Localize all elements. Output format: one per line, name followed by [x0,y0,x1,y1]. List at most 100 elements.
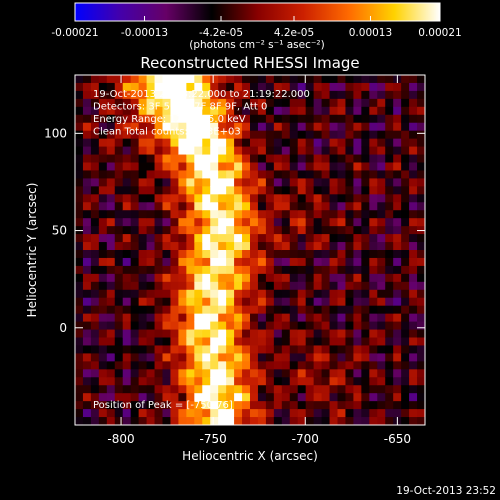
heatmap-cell [75,313,84,323]
heatmap-cell [257,218,267,227]
heatmap-cell [122,154,132,164]
heatmap-cell [202,337,211,347]
heatmap-cell [409,210,418,219]
heatmap-cell [234,226,243,235]
heatmap-cell [297,369,307,378]
heatmap-cell [257,401,267,410]
heatmap-cell [401,385,410,394]
heatmap-cell [194,369,203,378]
heatmap-cell [369,154,378,164]
heatmap-cell [202,265,211,275]
heatmap-cell [345,329,354,339]
heatmap-cell [106,401,116,410]
heatmap-cell [409,154,418,164]
heatmap-cell [257,122,267,132]
heatmap-cell [369,345,378,354]
heatmap-cell [138,297,148,307]
heatmap-cell [281,202,291,211]
heatmap-cell [313,234,323,243]
heatmap-cell [75,114,84,124]
heatmap-cell [186,329,195,339]
heatmap-cell [377,377,386,386]
heatmap-cell [186,218,195,227]
heatmap-cell [234,234,243,243]
heatmap-cell [178,257,187,267]
heatmap-cell [337,353,347,362]
heatmap-cell [154,194,164,203]
heatmap-cell [321,98,331,108]
annotation-line: 19-Oct-2013 21:13:22.000 to 21:19:22.000 [93,89,310,100]
heatmap-cell [178,345,187,354]
heatmap-cell [218,154,227,164]
heatmap-cell [250,162,259,172]
heatmap-cell [130,385,140,394]
heatmap-cell [218,170,227,179]
heatmap-cell [146,106,156,116]
heatmap-cell [210,106,219,116]
heatmap-cell [369,281,378,291]
heatmap-cell [106,90,116,100]
heatmap-cell [130,226,140,235]
heatmap-cell [297,281,307,291]
heatmap-cell [210,369,219,378]
heatmap-cell [281,226,291,235]
heatmap-cell [138,75,148,84]
heatmap-cell [385,337,394,347]
heatmap-cell [353,401,362,410]
heatmap-cell [321,146,331,156]
heatmap-cell [138,337,148,347]
heatmap-cell [82,98,92,108]
heatmap-cell [401,273,410,283]
annotation-line: Detectors: 3F 5F 6F 7F 8F 9F, Att 0 [93,102,267,113]
heatmap-cell [377,130,386,140]
heatmap-cell [273,321,283,331]
heatmap-cell [75,122,84,132]
heatmap-cell [361,226,370,235]
heatmap-cell [186,345,195,354]
heatmap-cell [130,250,140,259]
heatmap-cell [337,409,347,418]
heatmap-cell [353,353,362,362]
heatmap-cell [361,90,370,100]
heatmap-cell [337,90,347,100]
heatmap-cell [281,234,291,243]
heatmap-cell [281,138,291,148]
heatmap-cell [265,194,275,203]
heatmap-cell [122,114,132,124]
heatmap-cell [377,210,386,219]
heatmap-cell [385,401,394,410]
heatmap-cell [82,242,92,251]
heatmap-cell [130,186,140,195]
heatmap-cell [273,186,283,195]
heatmap-cell [234,281,243,291]
heatmap-cell [202,138,211,148]
heatmap-cell [409,146,418,156]
heatmap-cell [186,210,195,219]
heatmap-cell [162,194,172,203]
heatmap-cell [218,122,227,132]
heatmap-cell [401,122,410,132]
heatmap-cell [297,273,307,283]
heatmap-cell [194,138,203,148]
heatmap-cell [361,146,370,156]
heatmap-cell [361,297,370,307]
heatmap-cell [345,369,354,378]
heatmap-cell [417,106,425,116]
heatmap-cell [146,250,156,259]
heatmap-cell [329,417,339,425]
heatmap-cell [313,138,323,148]
heatmap-cell [162,305,172,315]
heatmap-cell [305,82,315,92]
heatmap-cell [250,417,259,425]
heatmap-cell [218,250,227,259]
heatmap-cell [385,305,394,315]
heatmap-cell [393,146,402,156]
heatmap-cell [409,75,418,84]
heatmap-cell [250,226,259,235]
heatmap-cell [130,130,140,140]
heatmap-cell [329,385,339,394]
heatmap-cell [273,385,283,394]
heatmap-cell [250,114,259,124]
heatmap-cell [75,329,84,339]
heatmap-cell [186,154,195,164]
